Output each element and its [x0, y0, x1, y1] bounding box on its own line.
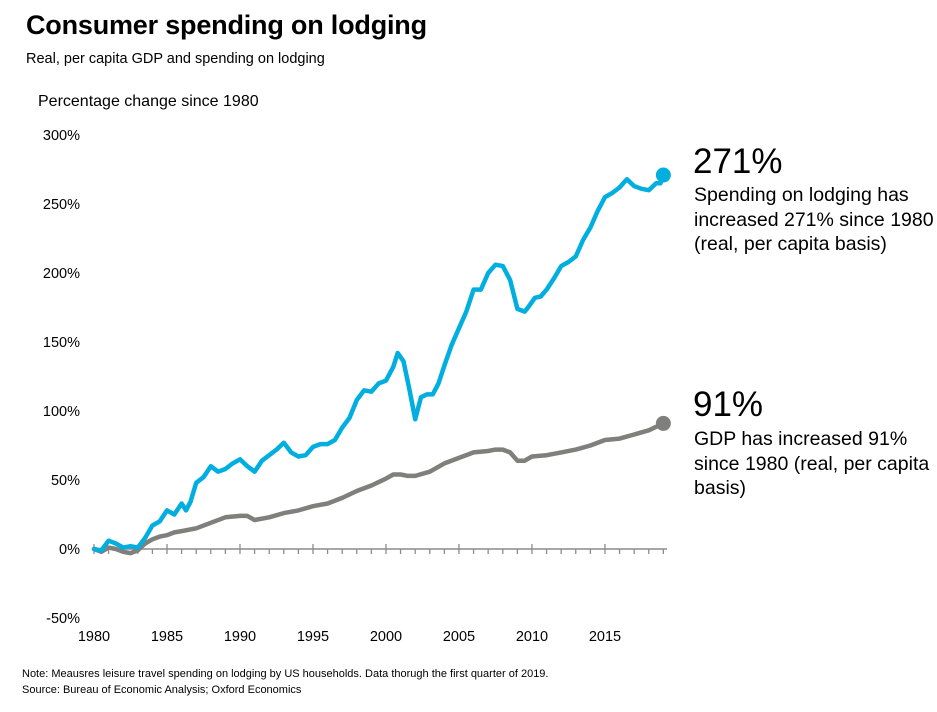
- y-tick-label: 200%: [43, 266, 80, 282]
- y-tick-label: 300%: [43, 128, 80, 144]
- lodging-series-line: [91, 172, 666, 553]
- y-axis-label: Percentage change since 1980: [38, 93, 259, 110]
- chart-title: Consumer spending on lodging: [26, 10, 427, 40]
- x-tick-label: 1990: [224, 629, 256, 645]
- gdp-value-label: 91%: [693, 385, 764, 424]
- chart-subtitle: Real, per capita GDP and spending on lod…: [26, 51, 325, 67]
- x-tick-label: 2000: [370, 629, 402, 645]
- gdp-annotation: GDP has increased 91% since 1980 (real, …: [694, 428, 930, 499]
- y-tick-label: 150%: [43, 335, 80, 351]
- lodging-annotation: Spending on lodging has increased 271% s…: [694, 184, 934, 255]
- x-axis: 1980 1985 1990 1995 2000 2005 2010 2015: [78, 544, 667, 645]
- lodging-value-label: 271%: [693, 142, 783, 181]
- gdp-series-line: [91, 421, 666, 556]
- y-tick-label: 100%: [43, 404, 80, 420]
- x-tick-label: 2015: [589, 629, 621, 645]
- y-tick-label: 50%: [51, 473, 80, 489]
- y-axis: -50% 0% 50% 100% 150% 200% 250% 300%: [43, 128, 80, 627]
- y-tick-label: 250%: [43, 197, 80, 213]
- x-tick-label: 1980: [78, 629, 110, 645]
- footnote-source: Source: Bureau of Economic Analysis; Oxf…: [22, 684, 302, 696]
- y-tick-label: -50%: [46, 611, 80, 627]
- y-tick-label: 0%: [59, 542, 80, 558]
- lodging-end-marker: [655, 167, 671, 183]
- x-tick-label: 1985: [151, 629, 183, 645]
- footnote-note: Note: Meausres leisure travel spending o…: [22, 668, 549, 680]
- x-tick-label: 2005: [443, 629, 475, 645]
- series-layer: [91, 167, 671, 556]
- x-tick-label: 2010: [516, 629, 548, 645]
- x-tick-label: 1995: [297, 629, 329, 645]
- gdp-end-marker: [655, 415, 671, 431]
